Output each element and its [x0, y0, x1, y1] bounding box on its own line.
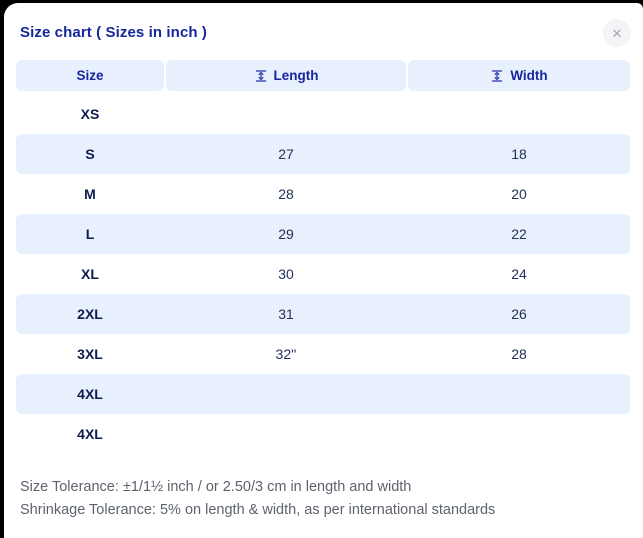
size-chart-modal: Size chart ( Sizes in inch ) ✕ Size Leng…: [4, 3, 643, 538]
size-cell: 2XL: [77, 306, 103, 322]
width-cell: 18: [511, 146, 527, 162]
table-row: XS: [16, 94, 630, 134]
size-cell: 4XL: [77, 386, 103, 402]
size-cell: 4XL: [77, 426, 103, 442]
size-cell: 3XL: [77, 346, 103, 362]
table-row: XL 30 24: [16, 254, 630, 294]
table-header: Size Length: [16, 60, 630, 91]
length-cell: 31: [278, 306, 294, 322]
table-row: 3XL 32'' 28: [16, 334, 630, 374]
column-label-width: Width: [510, 68, 548, 83]
height-measure-icon: [254, 69, 268, 83]
width-cell: 28: [511, 346, 527, 362]
table-row: 2XL 31 26: [16, 294, 630, 334]
size-cell: XL: [81, 266, 99, 282]
length-cell: [166, 94, 406, 134]
column-label-size: Size: [76, 68, 104, 83]
width-cell: 24: [511, 266, 527, 282]
length-cell: 27: [278, 146, 294, 162]
table-row: S 27 18: [16, 134, 630, 174]
length-cell: [166, 414, 406, 454]
length-cell: [166, 374, 406, 414]
size-chart-table: Size Length: [16, 60, 630, 454]
width-cell: [408, 94, 630, 134]
length-cell: 28: [278, 186, 294, 202]
column-header-size: Size: [16, 60, 164, 91]
table-row: L 29 22: [16, 214, 630, 254]
close-button[interactable]: ✕: [603, 19, 631, 47]
modal-title: Size chart ( Sizes in inch ): [20, 24, 208, 41]
close-icon: ✕: [611, 25, 623, 41]
shrinkage-tolerance-note: Shrinkage Tolerance: 5% on length & widt…: [20, 502, 496, 518]
width-cell: [408, 374, 630, 414]
length-cell: 30: [278, 266, 294, 282]
column-header-width: Width: [408, 60, 630, 91]
width-cell: 26: [511, 306, 527, 322]
size-cell: L: [85, 226, 95, 242]
tolerance-notes: Size Tolerance: ±1/1½ inch / or 2.50/3 c…: [20, 476, 495, 522]
width-cell: 20: [511, 186, 527, 202]
table-row: M 28 20: [16, 174, 630, 214]
column-label-length: Length: [273, 68, 319, 83]
table-row: 4XL: [16, 374, 630, 414]
length-cell: 29: [278, 226, 294, 242]
size-cell: M: [84, 186, 96, 202]
length-cell: 32'': [275, 346, 297, 362]
height-measure-icon: [490, 69, 504, 83]
size-tolerance-note: Size Tolerance: ±1/1½ inch / or 2.50/3 c…: [20, 479, 412, 495]
width-cell: 22: [511, 226, 527, 242]
size-cell: S: [85, 146, 95, 162]
width-cell: [408, 414, 630, 454]
table-row: 4XL: [16, 414, 630, 454]
size-cell: XS: [80, 106, 100, 122]
column-header-length: Length: [166, 60, 406, 91]
